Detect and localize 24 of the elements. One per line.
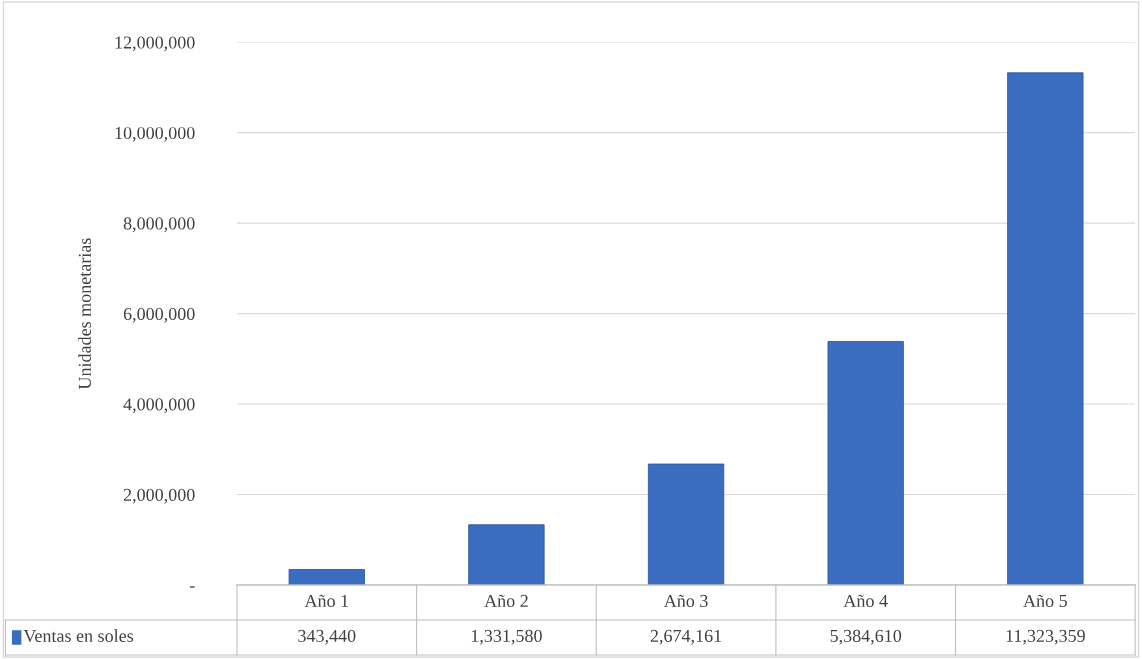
data-label: 2,674,161 <box>650 629 722 645</box>
bar <box>1007 72 1084 585</box>
y-tick-label: 8,000,000 <box>123 217 195 233</box>
data-label: 343,440 <box>298 629 356 645</box>
x-tick-label: Año 2 <box>484 594 528 608</box>
x-tick-label: Año 4 <box>843 594 888 608</box>
bar <box>647 463 725 585</box>
x-tick-label: Año 1 <box>304 594 349 608</box>
bar <box>288 569 365 585</box>
bar <box>468 524 545 585</box>
y-tick-label: - <box>189 586 195 588</box>
x-tick-label: Año 5 <box>1023 594 1067 608</box>
data-label: 11,323,359 <box>1006 629 1085 645</box>
y-tick-label: 10,000,000 <box>115 126 195 142</box>
data-label: 5,384,610 <box>830 629 902 645</box>
data-label: 1,331,580 <box>471 629 542 645</box>
y-tick-label: 4,000,000 <box>123 398 195 414</box>
y-tick-label: 6,000,000 <box>123 307 195 323</box>
legend-label: Ventas en soles <box>23 629 134 643</box>
y-tick-label: 12,000,000 <box>115 36 195 52</box>
y-axis-title: Unidades monetarias <box>78 238 91 390</box>
y-tick-label: 2,000,000 <box>123 488 195 504</box>
x-tick-label: Año 3 <box>663 594 708 608</box>
bar <box>827 341 904 585</box>
